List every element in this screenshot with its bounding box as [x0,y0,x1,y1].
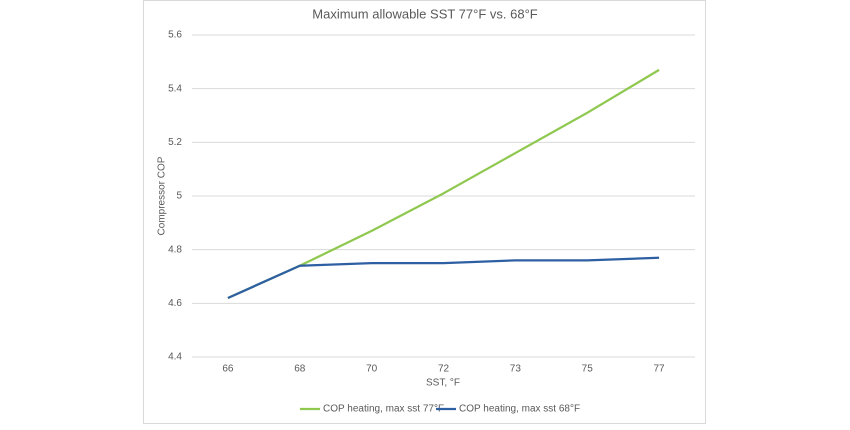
x-tick-label: 72 [438,364,450,375]
chart-title: Maximum allowable SST 77°F vs. 68°F [312,6,538,21]
y-tick-label: 5.4 [168,83,182,94]
x-tick-label: 68 [294,364,306,375]
x-tick-label: 66 [222,364,234,375]
legend-label: COP heating, max sst 77°F [323,404,444,415]
y-axis-label: Compressor COP [157,156,168,235]
data-line [227,256,660,299]
x-tick-label: 73 [510,364,522,375]
x-tick-label: 70 [366,364,378,375]
x-axis-label: SST, °F [426,378,460,389]
y-tick-label: 5.2 [168,137,182,148]
chart-frame [143,0,706,424]
y-tick-label: 4.4 [168,352,182,363]
x-tick-label: 77 [654,364,666,375]
y-tick-label: 5.6 [168,30,182,41]
y-tick-label: 5 [176,191,182,202]
y-tick-label: 4.6 [168,298,182,309]
y-tick-label: 4.8 [168,244,182,255]
x-tick-label: 75 [582,364,594,375]
legend-label: COP heating, max sst 68°F [459,404,580,415]
